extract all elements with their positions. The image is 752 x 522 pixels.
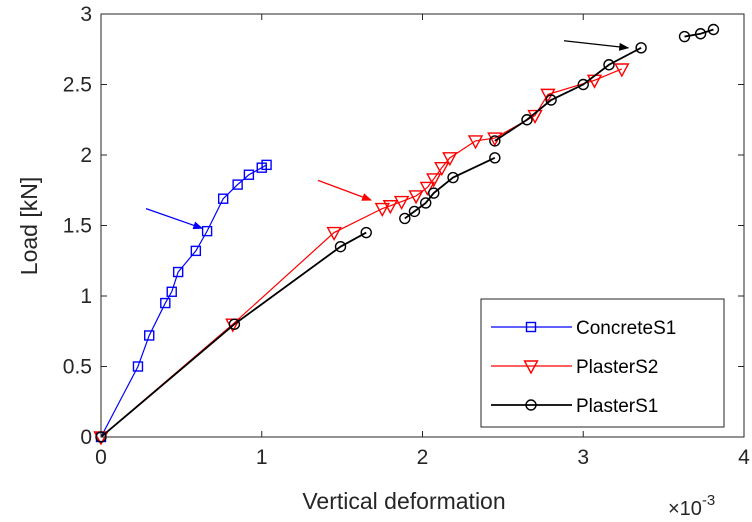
- annotation-arrow: [317, 179, 372, 201]
- data-point: [334, 240, 347, 253]
- data-point: [489, 135, 501, 147]
- data-point: [707, 23, 720, 36]
- data-point: [360, 226, 372, 239]
- series-PlasterS1: [95, 23, 720, 443]
- x-exponent-power: -3: [702, 492, 715, 509]
- data-point: [603, 59, 615, 71]
- legend: ConcreteS1 PlasterS2 PlasterS1: [480, 298, 725, 428]
- legend-item-PlasterS2: PlasterS2: [491, 357, 658, 378]
- y-tick-label: 2.5: [63, 74, 92, 97]
- data-point: [326, 226, 342, 242]
- data-point: [399, 212, 411, 225]
- legend-marker: [525, 399, 537, 411]
- x-axis: 0 1 2 3 4: [95, 14, 750, 469]
- legend-marker: [523, 360, 539, 375]
- legend-marker: [525, 321, 537, 333]
- x-tick-label: 3: [577, 446, 589, 469]
- data-point: [442, 152, 458, 167]
- series-line: [494, 47, 642, 142]
- data-point: [166, 286, 177, 297]
- data-point: [635, 42, 647, 54]
- data-point: [132, 361, 144, 372]
- data-point: [426, 173, 442, 188]
- data-point: [228, 318, 241, 330]
- series-line: [404, 157, 496, 220]
- data-point: [545, 94, 557, 106]
- data-point: [678, 30, 691, 43]
- data-point: [521, 114, 533, 126]
- y-tick-label: 2: [80, 144, 92, 167]
- data-point: [217, 193, 229, 204]
- data-point: [393, 195, 410, 210]
- data-point: [144, 330, 155, 341]
- series-line: [100, 231, 367, 438]
- legend-item-ConcreteS1: ConcreteS1: [491, 318, 676, 339]
- series-layer: [93, 23, 720, 446]
- data-point: [408, 205, 421, 218]
- data-point: [408, 190, 424, 205]
- data-point: [694, 28, 707, 40]
- data-point: [160, 297, 171, 309]
- data-point: [577, 78, 589, 91]
- data-point: [172, 266, 184, 278]
- y-tick-label: 1.5: [63, 215, 92, 238]
- legend-item-PlasterS1: PlasterS1: [491, 396, 658, 417]
- data-point: [428, 187, 440, 199]
- y-axis: 0 0.5 1 1.5 2 2.5 3: [63, 3, 744, 449]
- data-point: [434, 161, 450, 177]
- data-point: [374, 202, 390, 218]
- x-axis-label: Vertical deformation: [302, 488, 505, 514]
- annotation-layer: [145, 40, 630, 230]
- data-point: [201, 225, 213, 237]
- legend-label: PlasterS2: [576, 357, 658, 378]
- data-point: [382, 200, 399, 215]
- data-point: [261, 159, 272, 171]
- data-point: [232, 179, 243, 190]
- data-point: [420, 197, 432, 209]
- annotation-arrow: [563, 40, 630, 51]
- data-point: [489, 152, 501, 164]
- data-point: [243, 169, 255, 180]
- series-PlasterS2: [93, 63, 630, 446]
- legend-label: PlasterS1: [576, 396, 658, 417]
- data-point: [190, 245, 202, 257]
- series-line: [100, 164, 267, 438]
- x-tick-label: 0: [95, 446, 107, 469]
- y-tick-label: 0.5: [63, 356, 92, 379]
- x-tick-label: 1: [256, 446, 268, 469]
- x-exponent-label: ×10-3: [668, 492, 715, 520]
- series-line: [100, 68, 623, 438]
- y-tick-label: 1: [80, 285, 92, 308]
- y-tick-label: 0: [80, 426, 92, 449]
- legend-label: ConcreteS1: [576, 318, 676, 339]
- data-point: [614, 63, 630, 78]
- y-axis-label: Load [kN]: [16, 177, 42, 275]
- y-tick-label: 3: [80, 3, 92, 26]
- x-tick-label: 2: [417, 446, 429, 469]
- data-point: [447, 171, 459, 184]
- annotation-arrow: [145, 207, 204, 230]
- data-point: [467, 135, 484, 150]
- x-tick-label: 4: [738, 446, 750, 469]
